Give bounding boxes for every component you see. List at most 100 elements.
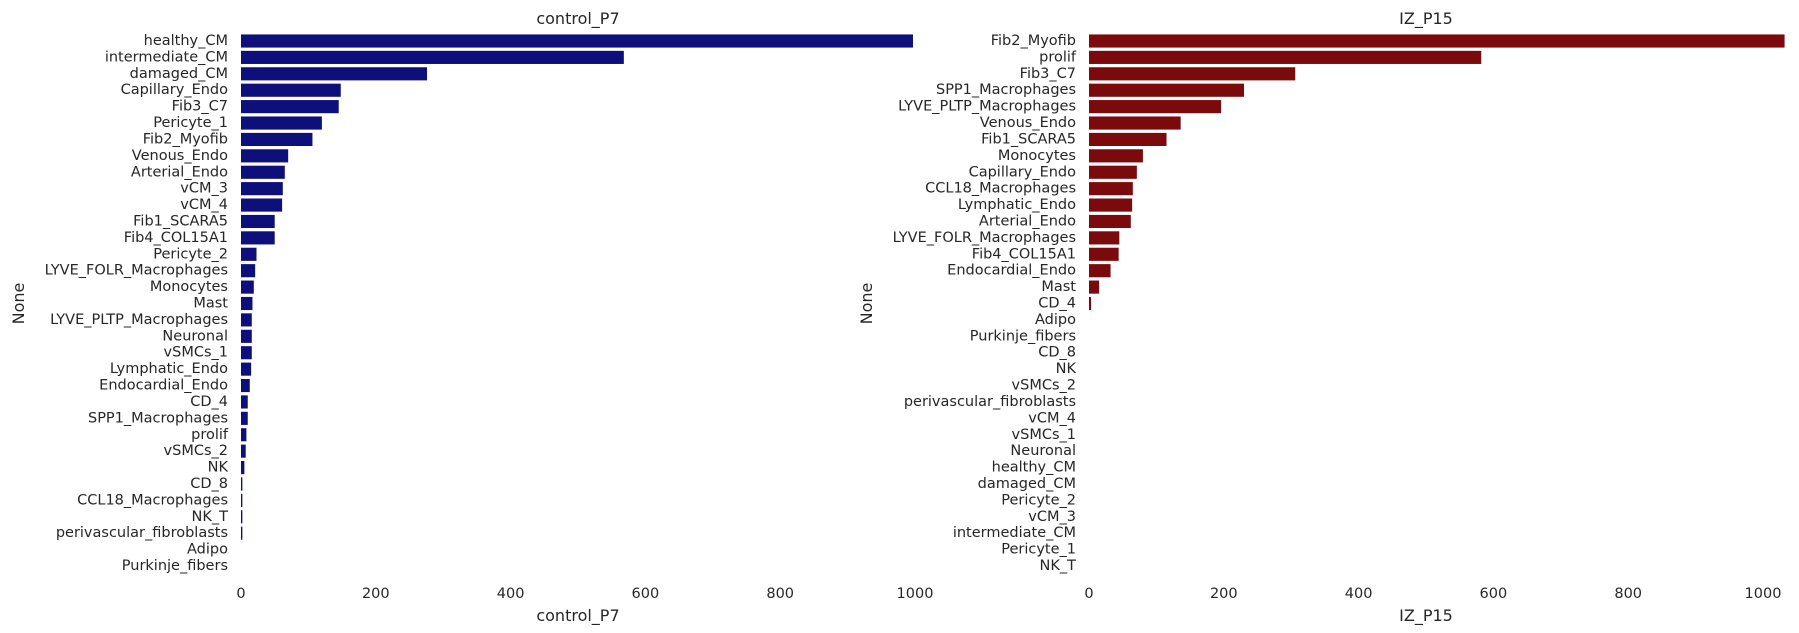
- category-label: Mast: [1041, 279, 1076, 295]
- category-label: vCM_3: [180, 181, 228, 197]
- bar-capillary-endo: [1089, 165, 1137, 179]
- category-label: vSMCs_1: [164, 345, 228, 361]
- chart-title: IZ_P15: [1399, 9, 1453, 29]
- bar-fib4-col15a1: [1089, 247, 1119, 261]
- category-label: SPP1_Macrophages: [936, 82, 1076, 98]
- bar-prolif: [1089, 50, 1482, 64]
- category-label: intermediate_CM: [953, 525, 1076, 541]
- bar-cd-4: [1089, 296, 1092, 311]
- category-label: Arterial_Endo: [131, 164, 228, 180]
- category-label: Lymphatic_Endo: [958, 197, 1076, 213]
- x-tick-label: 200: [362, 586, 390, 602]
- bar-monocytes: [241, 280, 254, 294]
- bar-mast: [241, 296, 253, 311]
- x-tick-label: 600: [632, 586, 660, 602]
- x-tick-label: 0: [1084, 586, 1093, 602]
- category-label: Pericyte_1: [1001, 542, 1076, 558]
- bar-lyve-pltp-macrophages: [241, 313, 252, 327]
- bar-venous-endo: [241, 149, 289, 163]
- category-label: damaged_CM: [978, 476, 1076, 492]
- bar-capillary-endo: [241, 83, 341, 97]
- category-label: vSMCs_2: [1012, 378, 1076, 394]
- category-label: NK: [208, 460, 229, 476]
- category-label: Purkinje_fibers: [970, 328, 1076, 344]
- bar-pericyte-2: [241, 247, 257, 261]
- x-tick-label: 1000: [897, 586, 934, 602]
- bar-lyve-folr-macrophages: [1089, 231, 1120, 245]
- category-label: NK_T: [192, 509, 229, 525]
- bar-cd-8: [241, 477, 243, 491]
- category-label: Monocytes: [998, 148, 1076, 164]
- category-label: Fib1_SCARA5: [133, 213, 228, 229]
- bar-lyve-pltp-macrophages: [1089, 100, 1222, 114]
- bar-endocardial-endo: [241, 378, 250, 393]
- bar-pericyte-1: [241, 116, 322, 130]
- x-tick-label: 600: [1480, 586, 1508, 602]
- category-label: Mast: [193, 296, 228, 312]
- bar-ccl18-macrophages: [241, 493, 243, 507]
- x-axis-label: control_P7: [536, 606, 619, 626]
- x-tick-label: 1000: [1745, 586, 1782, 602]
- category-label: perivascular_fibroblasts: [904, 394, 1076, 410]
- category-label: prolif: [191, 427, 229, 443]
- x-axis-label: IZ_P15: [1399, 606, 1453, 626]
- bar-endocardial-endo: [1089, 264, 1111, 278]
- category-label: intermediate_CM: [105, 49, 228, 65]
- bar-mast: [1089, 280, 1100, 294]
- category-label: CD_8: [1038, 345, 1076, 361]
- bar-fib3-c7: [1089, 67, 1296, 81]
- x-tick-label: 800: [1614, 586, 1642, 602]
- category-label: Adipo: [1035, 312, 1076, 328]
- bar-fib3-c7: [241, 100, 339, 114]
- category-label: vSMCs_2: [164, 443, 228, 459]
- bar-lymphatic-endo: [241, 362, 252, 376]
- bar-cd-4: [241, 395, 248, 409]
- bar-fib1-scara5: [241, 214, 275, 229]
- category-label: CCL18_Macrophages: [925, 181, 1076, 197]
- bar-nk-t: [241, 510, 243, 524]
- category-label: Endocardial_Endo: [947, 263, 1076, 279]
- category-label: Pericyte_2: [1001, 492, 1076, 508]
- bar-fib2-myofib: [241, 132, 313, 147]
- panel-control-p7: control_P7 healthy_CMintermediate_CMdamag…: [9, 9, 933, 626]
- bar-vcm-4: [241, 198, 283, 212]
- category-label: vCM_4: [180, 197, 228, 213]
- category-label: healthy_CM: [992, 460, 1076, 476]
- category-label: NK_T: [1040, 558, 1077, 574]
- x-tick-label: 400: [497, 586, 525, 602]
- category-label: Fib3_C7: [172, 99, 228, 115]
- bar-damaged-cm: [241, 67, 428, 81]
- bar-spp1-macrophages: [241, 411, 248, 425]
- bar-healthy-cm: [241, 34, 913, 48]
- category-label: Fib2_Myofib: [991, 33, 1076, 49]
- category-label: Purkinje_fibers: [122, 558, 228, 574]
- category-label: Capillary_Endo: [121, 82, 229, 98]
- category-label: LYVE_PLTP_Macrophages: [50, 312, 228, 328]
- category-label: Fib2_Myofib: [143, 131, 228, 147]
- bar-lyve-folr-macrophages: [241, 264, 256, 278]
- category-label: Neuronal: [162, 328, 228, 344]
- bar-monocytes: [1089, 149, 1143, 163]
- category-label: LYVE_PLTP_Macrophages: [898, 99, 1076, 115]
- bar-fib4-col15a1: [241, 231, 275, 245]
- category-label: Venous_Endo: [980, 115, 1076, 131]
- category-label: vCM_3: [1028, 509, 1076, 525]
- x-tick-label: 400: [1345, 586, 1373, 602]
- category-label: damaged_CM: [130, 66, 228, 82]
- category-label: prolif: [1039, 49, 1077, 65]
- x-tick-label: 0: [236, 586, 245, 602]
- category-label: Fib4_COL15A1: [972, 246, 1076, 262]
- category-label: Fib3_C7: [1020, 66, 1076, 82]
- category-label: Venous_Endo: [132, 148, 228, 164]
- category-label: Capillary_Endo: [969, 164, 1077, 180]
- category-label: CD_4: [190, 394, 228, 410]
- x-tick-label: 200: [1210, 586, 1238, 602]
- category-label: perivascular_fibroblasts: [56, 525, 228, 541]
- chart-title: control_P7: [536, 9, 619, 29]
- category-label: NK: [1056, 361, 1077, 377]
- bar-vcm-3: [241, 182, 283, 196]
- bar-fib1-scara5: [1089, 132, 1167, 147]
- bar-prolif: [241, 428, 247, 442]
- x-tick-label: 800: [766, 586, 794, 602]
